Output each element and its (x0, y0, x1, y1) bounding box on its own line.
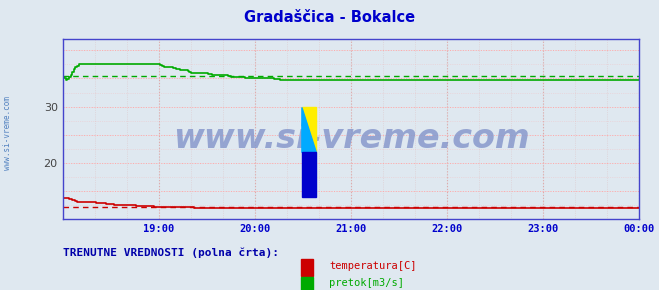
Text: TRENUTNE VREDNOSTI (polna črta):: TRENUTNE VREDNOSTI (polna črta): (63, 247, 279, 258)
Text: pretok[m3/s]: pretok[m3/s] (330, 278, 405, 288)
Text: www.si-vreme.com: www.si-vreme.com (173, 122, 529, 155)
Polygon shape (302, 108, 316, 153)
Polygon shape (302, 153, 316, 197)
Text: www.si-vreme.com: www.si-vreme.com (3, 96, 13, 171)
Polygon shape (302, 108, 316, 153)
Text: temperatura[C]: temperatura[C] (330, 261, 417, 271)
Text: Gradaščica - Bokalce: Gradaščica - Bokalce (244, 10, 415, 25)
